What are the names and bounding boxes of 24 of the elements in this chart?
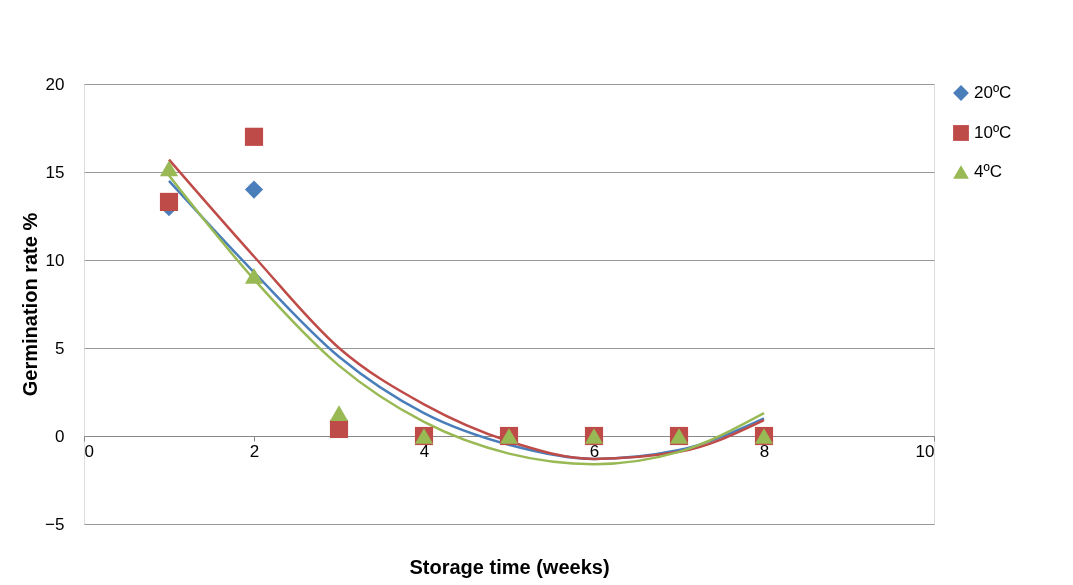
y-tick-label: 20 — [45, 74, 65, 94]
x-tick-label: 8 — [759, 441, 770, 461]
x-tick-label: 2 — [249, 441, 260, 461]
x-axis-title: Storage time (weeks) — [409, 555, 610, 578]
y-tick-label: 15 — [45, 162, 65, 182]
legend-label: 10ºC — [974, 123, 1012, 142]
point — [329, 405, 349, 421]
point — [159, 192, 179, 211]
point — [329, 419, 349, 439]
x-tick-label: 0 — [84, 441, 94, 461]
x-tick-label: 10 — [915, 441, 935, 461]
y-tick-label: 0 — [55, 426, 65, 446]
y-tick-label: −5 — [45, 514, 65, 534]
legend-label: 4ºC — [974, 162, 1002, 181]
legend-label: 20ºC — [974, 83, 1012, 102]
y-tick-label: 10 — [45, 250, 65, 270]
x-tick-label: 6 — [589, 441, 600, 461]
x-tick-label: 4 — [419, 441, 430, 461]
point — [244, 180, 264, 199]
point — [159, 160, 179, 177]
point — [244, 267, 264, 284]
y-axis-title: Germination rate % — [19, 212, 42, 397]
y-tick-label: 5 — [55, 338, 65, 358]
point — [244, 127, 264, 146]
